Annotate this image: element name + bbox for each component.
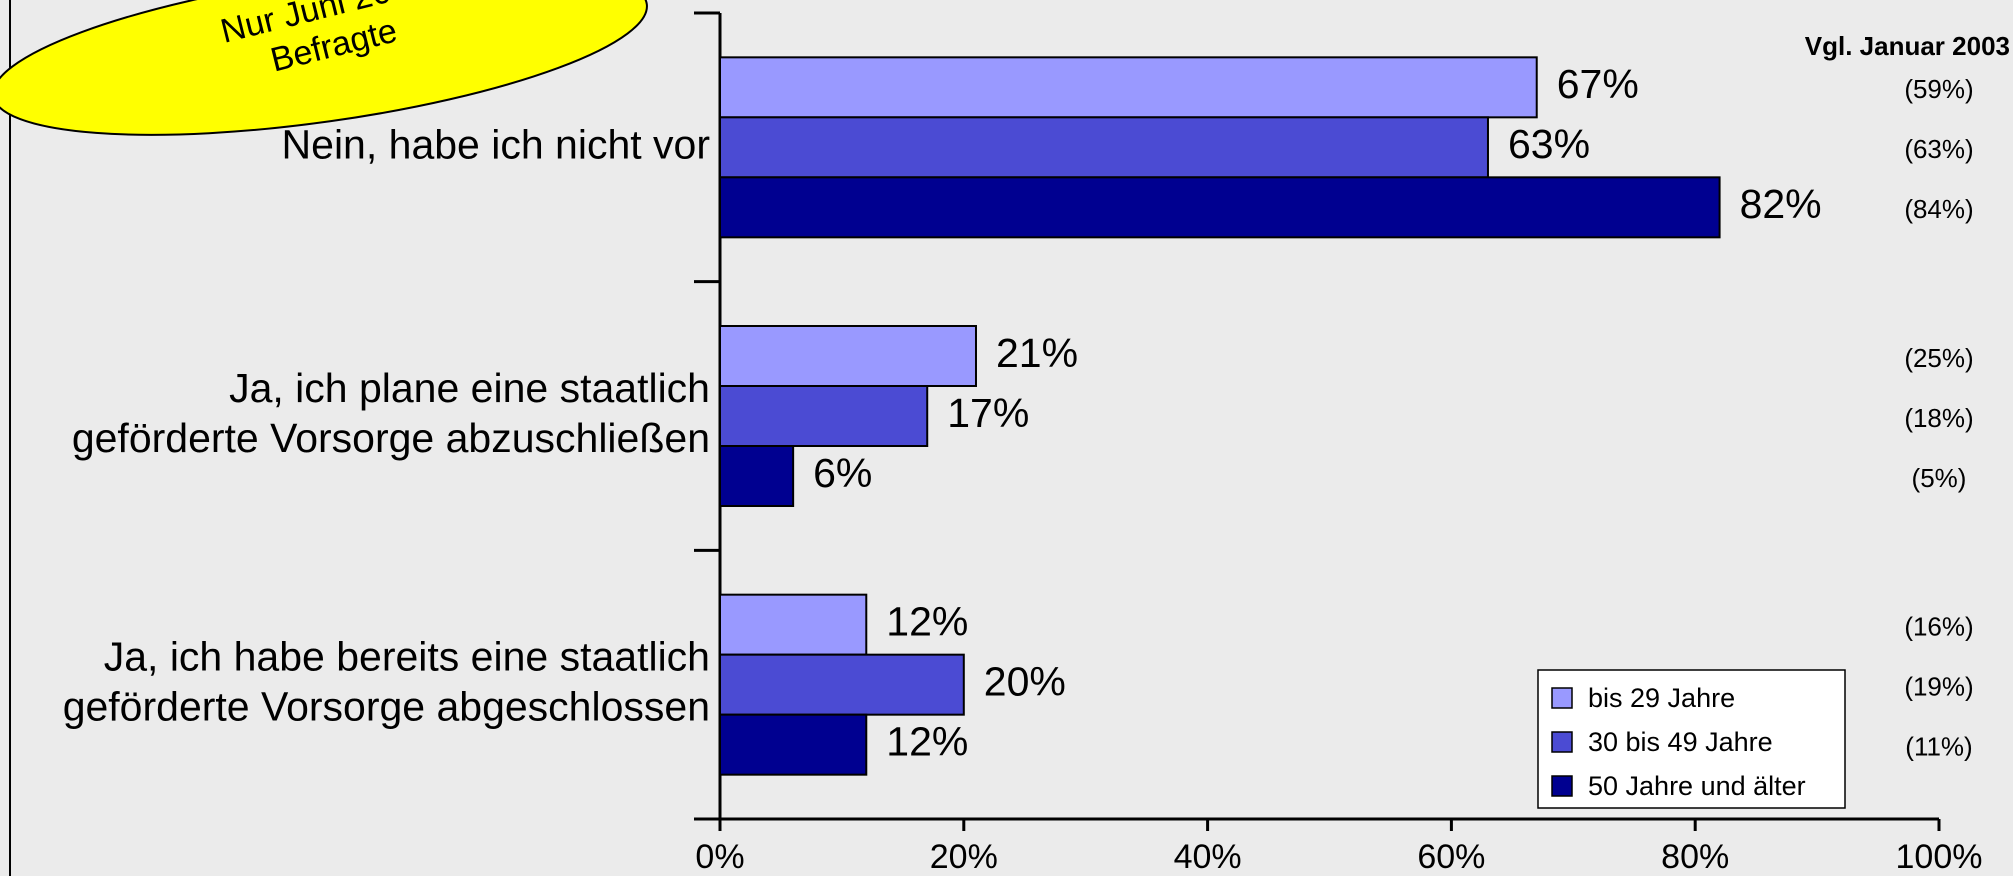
value-label: 82% — [1740, 181, 1822, 227]
value-label: 21% — [996, 330, 1078, 376]
bar — [719, 445, 795, 507]
legend-swatch — [1551, 775, 1573, 797]
x-tick-label: 100% — [1896, 838, 1983, 876]
x-tick-label: 20% — [930, 838, 998, 876]
category-label-line: Ja, ich plane eine staatlich — [229, 365, 710, 411]
comparison-title: Vgl. Januar 2003 — [1805, 31, 2010, 61]
value-label: 67% — [1557, 61, 1639, 107]
annotation — [0, 0, 648, 136]
comparison-label: (25%) — [1904, 343, 1973, 373]
comparison-label: (11%) — [1905, 732, 1972, 762]
value-label: 6% — [813, 450, 872, 496]
legend-label: 50 Jahre und älter — [1588, 771, 1806, 801]
bar — [719, 653, 965, 716]
x-tick-label: 40% — [1174, 838, 1242, 876]
value-label: 20% — [984, 658, 1066, 704]
category-label: Ja, ich plane eine staatlich geförderte V… — [72, 365, 710, 461]
value-label: 12% — [886, 718, 968, 764]
legend-label: bis 29 Jahre — [1588, 683, 1735, 713]
x-tick-label: 0% — [695, 838, 744, 876]
bar — [719, 176, 1721, 239]
bar — [719, 593, 868, 656]
value-label: 17% — [947, 390, 1029, 436]
comparison-label: (63%) — [1904, 134, 1973, 164]
category-label-line: Ja, ich habe bereits eine staatlich — [104, 633, 710, 679]
comparison-label: (5%) — [1912, 463, 1967, 493]
category-label-line: geförderte Vorsorge abzuschließen — [72, 415, 710, 461]
value-label: 63% — [1508, 121, 1590, 167]
bar — [719, 385, 929, 447]
bar — [719, 116, 1489, 179]
legend-label: 30 bis 49 Jahre — [1588, 727, 1773, 757]
comparison-label: (18%) — [1904, 403, 1973, 433]
category-label-line: Nein, habe ich nicht vor — [282, 121, 710, 167]
value-label: 12% — [886, 598, 968, 644]
comparison-label: (19%) — [1904, 672, 1973, 702]
bar — [719, 56, 1538, 119]
comparison-label: (59%) — [1904, 74, 1973, 104]
category-label-line: geförderte Vorsorge abgeschlossen — [63, 683, 710, 729]
x-tick-label: 80% — [1661, 838, 1729, 876]
legend-swatch — [1551, 687, 1573, 709]
legend-swatch — [1551, 731, 1573, 753]
comparison-label: (16%) — [1904, 612, 1973, 642]
annotation-ellipse — [0, 0, 648, 136]
comparison-label: (84%) — [1904, 194, 1973, 224]
x-tick-label: 60% — [1417, 838, 1485, 876]
category-label: Nein, habe ich nicht vor — [282, 121, 710, 167]
category-label: Ja, ich habe bereits eine staatlich geför… — [63, 633, 710, 729]
bar — [719, 325, 977, 387]
bar — [719, 713, 868, 776]
legend-box — [1537, 669, 1846, 809]
